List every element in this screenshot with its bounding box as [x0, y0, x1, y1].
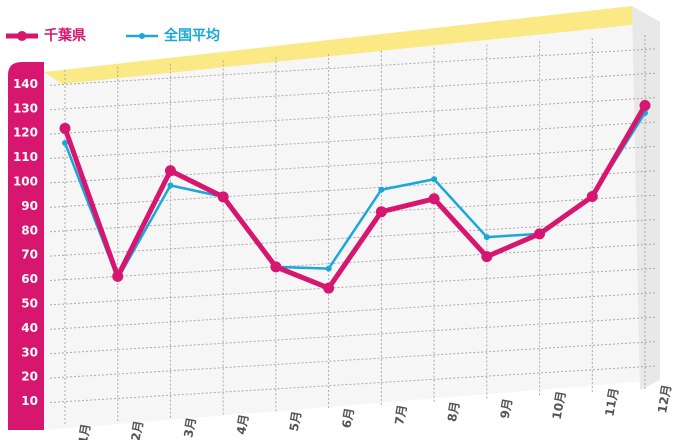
side-face — [632, 6, 660, 390]
y-tick-label: 130 — [13, 101, 38, 115]
x-tick-label: 7月 — [392, 404, 409, 426]
plot-face — [44, 6, 660, 430]
y-tick-label: 60 — [21, 272, 38, 286]
y-tick-label: 140 — [13, 77, 38, 91]
x-tick-label: 8月 — [445, 400, 462, 422]
y-tick-label: 30 — [21, 345, 38, 359]
y-tick-label: 100 — [13, 175, 38, 189]
x-tick-label: 11月 — [602, 387, 621, 418]
y-tick-label: 50 — [21, 297, 38, 311]
legend: 千葉県 全国平均 — [6, 27, 220, 44]
data-point — [378, 186, 385, 193]
grid-line — [49, 145, 656, 184]
grid-line — [49, 194, 656, 233]
data-point — [59, 122, 71, 134]
x-tick-label: 9月 — [498, 397, 515, 419]
data-point — [112, 270, 124, 282]
grid-line — [49, 316, 656, 355]
data-point — [167, 182, 174, 189]
legend-marker — [139, 33, 145, 39]
data-point — [62, 139, 68, 146]
grid-line — [49, 121, 656, 160]
y-tick-label: 70 — [21, 248, 38, 262]
grid-line — [49, 48, 656, 86]
grid-line — [49, 243, 656, 282]
x-tick-label: 1月 — [76, 423, 93, 440]
x-tick-label: 2月 — [129, 419, 146, 440]
data-point — [586, 191, 598, 203]
x-tick-label: 3月 — [181, 416, 198, 438]
legend-label: 全国平均 — [163, 27, 220, 44]
grid-line — [49, 365, 656, 404]
data-point — [217, 191, 229, 203]
grid-line — [49, 170, 656, 208]
data-point — [375, 206, 387, 218]
data-point — [639, 100, 651, 112]
data-point — [431, 176, 438, 183]
grid-line — [49, 72, 656, 111]
data-point — [325, 265, 332, 272]
data-point — [534, 228, 546, 240]
top-band — [44, 6, 660, 84]
data-point — [164, 165, 176, 177]
y-tick-label: 90 — [21, 199, 38, 213]
x-tick-label: 4月 — [234, 413, 251, 435]
legend-marker — [17, 31, 27, 41]
y-tick-label: 10 — [21, 394, 38, 408]
data-point — [323, 282, 335, 294]
x-tick-label: 10月 — [550, 390, 569, 421]
data-point — [483, 234, 490, 241]
x-tick-label: 12月 — [655, 384, 674, 415]
grid-line — [49, 97, 656, 135]
grid-line — [49, 292, 656, 330]
y-axis-band — [8, 62, 44, 430]
data-point — [428, 193, 440, 205]
data-point — [481, 251, 493, 263]
grid-line — [49, 341, 656, 379]
y-tick-label: 40 — [21, 321, 38, 335]
y-tick-label: 80 — [21, 223, 38, 237]
grid-line — [49, 267, 656, 306]
legend-label: 千葉県 — [44, 27, 86, 44]
data-point — [270, 261, 282, 273]
y-tick-label: 120 — [13, 126, 38, 140]
y-tick-label: 20 — [21, 370, 38, 384]
x-tick-label: 6月 — [339, 407, 356, 429]
y-tick-label: 110 — [13, 150, 38, 164]
x-tick-label: 5月 — [287, 410, 304, 432]
series-line — [62, 104, 648, 291]
